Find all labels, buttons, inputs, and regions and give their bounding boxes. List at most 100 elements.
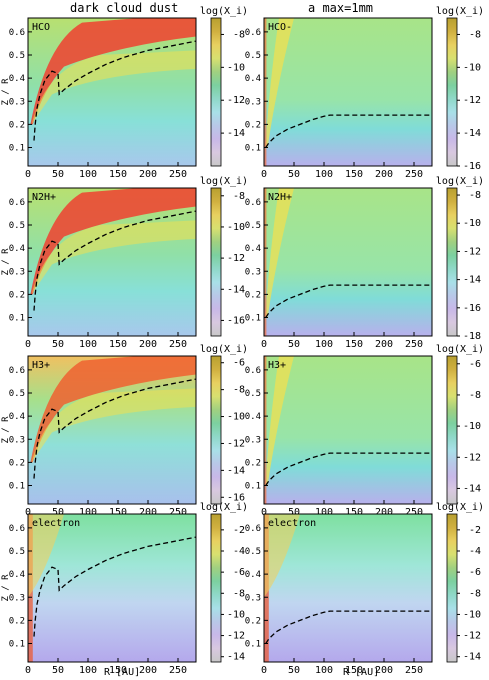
x-tick-label: 50: [52, 665, 64, 676]
colorbar-tick-label: -10: [227, 412, 245, 423]
y-tick-label: 0.3: [245, 97, 261, 107]
panel-1: 0 50 100 150 200 250 0.1 0.2 0.3 0.4 0.5 0.6 HCO- -8 -…: [245, 6, 484, 180]
abundance-mid-band: [264, 514, 300, 598]
x-axis-label-right: R [AU]: [343, 667, 380, 678]
y-tick-label: 0.4: [9, 74, 25, 84]
y-tick-label: 0.1: [245, 640, 261, 650]
boundary-dashed-line: [265, 610, 432, 644]
colorbar-tick-label: -14: [227, 128, 245, 139]
x-tick-label: 150: [345, 507, 363, 518]
plot-frame: [263, 355, 433, 505]
x-tick-label: 100: [79, 339, 97, 350]
abundance-peak-band: [30, 18, 196, 125]
x-tick-label: 250: [405, 169, 423, 180]
x-tick-label: 200: [375, 169, 393, 180]
colorbar-tick-label: -8: [469, 588, 481, 599]
x-tick-label: 100: [79, 665, 97, 676]
x-tick-label: 150: [345, 665, 363, 676]
abundance-inner-edge: [264, 356, 267, 504]
colorbar-tick-label: -14: [227, 652, 245, 663]
x-tick-label: 100: [79, 169, 97, 180]
colorbar-tick-label: -6: [233, 567, 245, 578]
colorbar-tick-label: -16: [463, 161, 481, 172]
colorbar-tick-label: -6: [469, 567, 481, 578]
x-tick-label: 200: [139, 169, 157, 180]
y-tick-label: 0.6: [245, 524, 261, 534]
y-tick-label: 0.4: [245, 244, 261, 254]
x-tick-label: 0: [25, 665, 31, 676]
colorbar-tick-label: -10: [227, 62, 245, 73]
plot-frame: [263, 513, 433, 663]
x-tick-label: 100: [315, 169, 333, 180]
panel-0: 0 50 100 150 200 250 0.1 0.2 0.3 0.4 0.5 0.6 Z / R HC…: [1, 6, 248, 180]
y-tick-label: 0.5: [9, 51, 25, 61]
y-tick-label: 0.2: [9, 458, 25, 468]
panel-2: 0 50 100 150 200 250 0.1 0.2 0.3 0.4 0.5 0.6 Z / R N2…: [1, 176, 248, 350]
y-axis-label: Z / R: [1, 78, 11, 106]
y-tick-label: 0.3: [9, 435, 25, 445]
colorbar-tick-label: -8: [233, 588, 245, 599]
colorbar-tick-label: -14: [227, 284, 245, 295]
x-tick-label: 100: [79, 507, 97, 518]
colorbar: [446, 355, 458, 505]
y-tick-label: 0.4: [245, 74, 261, 84]
species-label: H3+: [32, 360, 50, 371]
colorbar-label: log(X_i): [436, 344, 484, 355]
colorbar-tick-label: -8: [233, 29, 245, 40]
y-tick-label: 0.6: [9, 28, 25, 38]
y-tick-label: 0.3: [9, 97, 25, 107]
colorbar-tick-label: -2: [233, 525, 245, 536]
abundance-mid-band: [265, 188, 294, 318]
x-tick-label: 150: [109, 507, 127, 518]
x-tick-label: 250: [169, 169, 187, 180]
colorbar-tick-label: -14: [227, 465, 245, 476]
y-tick-label: 0.4: [9, 412, 25, 422]
abundance-inner-edge: [264, 188, 267, 336]
y-tick-label: 0.6: [245, 198, 261, 208]
y-tick-label: 0.5: [9, 221, 25, 231]
x-tick-label: 50: [288, 507, 300, 518]
colorbar-tick-label: -14: [463, 128, 481, 139]
colorbar-tick-label: -10: [463, 62, 481, 73]
colorbar-label: log(X_i): [200, 502, 248, 513]
x-tick-label: 50: [52, 339, 64, 350]
colorbar-label: log(X_i): [436, 6, 484, 17]
colorbar-tick-label: -10: [463, 421, 481, 432]
colorbar-tick-label: -6: [233, 358, 245, 369]
colorbar-tick-label: -10: [227, 222, 245, 233]
plot-frame: [27, 17, 197, 167]
colorbar-tick-label: -10: [463, 218, 481, 229]
species-label: N2H+: [32, 192, 56, 203]
boundary-dashed-line: [33, 40, 197, 141]
colorbar-tick-label: -14: [463, 483, 481, 494]
colorbar-tick-label: -14: [463, 275, 481, 286]
x-tick-label: 0: [261, 665, 267, 676]
x-tick-label: 100: [315, 339, 333, 350]
y-tick-label: 0.5: [9, 389, 25, 399]
x-tick-label: 0: [25, 169, 31, 180]
heatmap-field: [264, 18, 432, 166]
x-tick-label: 200: [375, 339, 393, 350]
x-tick-label: 200: [139, 507, 157, 518]
y-tick-label: 0.4: [9, 570, 25, 580]
heatmap-field: [264, 356, 432, 504]
species-label: H3+: [268, 360, 286, 371]
y-tick-label: 0.2: [245, 616, 261, 626]
x-tick-label: 150: [109, 169, 127, 180]
y-tick-label: 0.1: [9, 144, 25, 154]
x-tick-label: 150: [109, 665, 127, 676]
boundary-dashed-line: [265, 452, 432, 486]
boundary-dashed-line: [265, 114, 432, 148]
x-tick-label: 250: [405, 339, 423, 350]
x-tick-label: 0: [25, 507, 31, 518]
abundance-mid-band: [31, 388, 196, 463]
colorbar-tick-label: -6: [469, 359, 481, 370]
plot-frame: [263, 187, 433, 337]
y-tick-label: 0.1: [9, 640, 25, 650]
x-tick-label: 50: [288, 339, 300, 350]
colorbar-tick-label: -8: [469, 29, 481, 40]
x-tick-label: 150: [345, 169, 363, 180]
x-tick-label: 250: [405, 665, 423, 676]
x-tick-label: 50: [288, 665, 300, 676]
x-tick-label: 0: [261, 169, 267, 180]
